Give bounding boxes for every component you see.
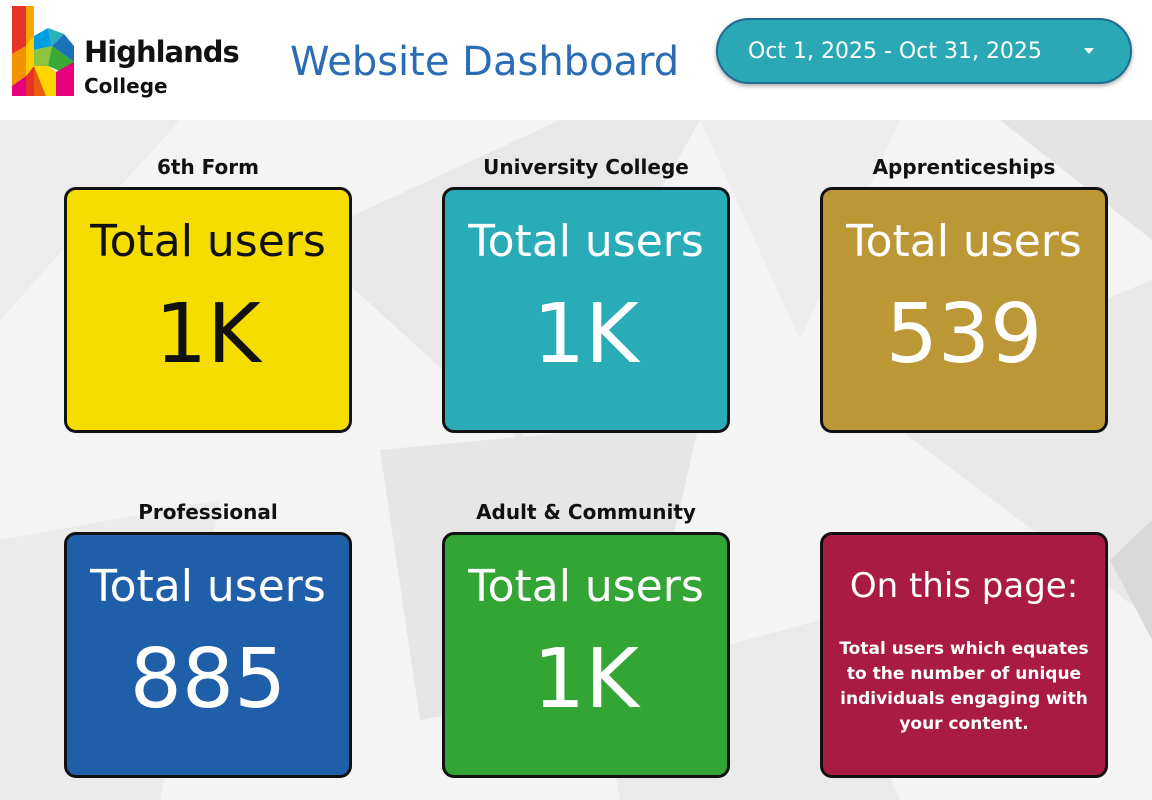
metric-label: Total users [468,216,704,267]
card-university-college[interactable]: Total users 1K [442,187,730,433]
logo-wordmark: Highlands [84,35,240,69]
card-label-apprenticeships: Apprenticeships [872,155,1056,179]
card-apprenticeships[interactable]: Total users 539 [820,187,1108,433]
info-description: Total users which equates to the number … [839,639,1089,734]
metric-label: Total users [90,561,326,612]
card-label-professional: Professional [138,500,278,524]
card-adult-community[interactable]: Total users 1K [442,532,730,778]
metric-value: 1K [533,632,639,727]
card-6th-form[interactable]: Total users 1K [64,187,352,433]
info-title: On this page: [849,566,1079,606]
card-professional[interactable]: Total users 885 [64,532,352,778]
card-label-6th-form: 6th Form [157,155,259,179]
chevron-down-icon[interactable] [1084,48,1094,54]
metric-value: 1K [155,287,261,382]
info-card: On this page: Total users which equates … [820,532,1108,778]
card-label-adult-community: Adult & Community [476,500,696,524]
metric-value: 885 [129,632,287,727]
logo-subtitle: College [84,74,168,98]
metric-label: Total users [468,561,704,612]
metric-value: 1K [533,287,639,382]
highlands-logo-icon [12,6,74,96]
metric-label: Total users [846,216,1082,267]
date-range-value: Oct 1, 2025 - Oct 31, 2025 [748,38,1042,64]
header: Highlands College Website Dashboard Oct … [0,0,1152,120]
metric-label: Total users [90,216,326,267]
metric-value: 539 [885,287,1043,382]
date-range-picker[interactable]: Oct 1, 2025 - Oct 31, 2025 [716,18,1132,84]
card-label-university-college: University College [483,155,689,179]
page-title: Website Dashboard [290,39,680,85]
